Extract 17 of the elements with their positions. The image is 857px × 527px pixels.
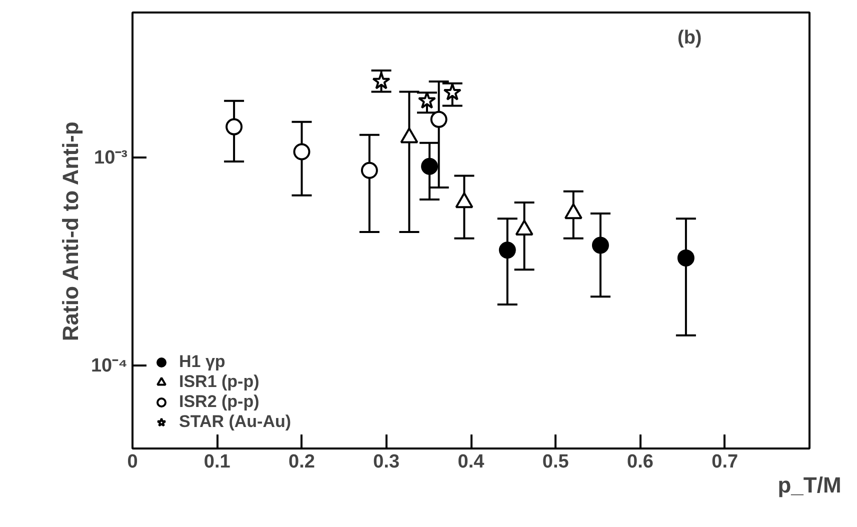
x-tick-label: 0.4 xyxy=(458,452,485,472)
y-tick-label: 10⁻⁴ xyxy=(90,355,128,376)
legend-label: ISR1 (p-p) xyxy=(179,372,260,392)
x-tick-label: 0 xyxy=(127,452,138,472)
x-tick-label: 0.6 xyxy=(627,452,654,472)
x-axis-title: p_T/M xyxy=(778,472,842,498)
annotation: (b) xyxy=(678,28,702,48)
legend-label: STAR (Au-Au) xyxy=(179,412,292,432)
x-tick-label: 0.2 xyxy=(288,452,315,472)
y-axis-title: Ratio Anti-d to Anti-p xyxy=(58,122,83,342)
legend-label: ISR2 (p-p) xyxy=(179,392,260,412)
x-tick-label: 0.7 xyxy=(712,452,738,472)
x-tick-label: 0.1 xyxy=(204,452,231,472)
x-tick-label: 0.5 xyxy=(542,452,570,472)
y-tick-label: 10⁻³ xyxy=(94,147,128,168)
x-tick-label: 0.3 xyxy=(373,452,400,472)
legend-label: H1 γp xyxy=(179,352,226,372)
